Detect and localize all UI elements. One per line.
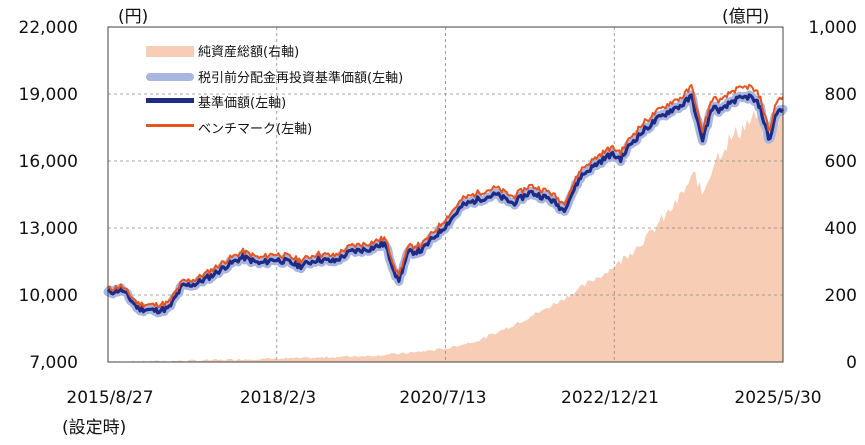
right-tick-label: 0 [846, 353, 857, 373]
axes [107, 26, 784, 363]
x-tick-label: 2015/8/27 [66, 388, 153, 408]
right-tick-label: 200 [825, 286, 857, 306]
legend-swatch-net-assets [146, 46, 194, 57]
legend-swatch-reinvested [146, 73, 194, 81]
left-tick-label: 19,000 [19, 85, 78, 105]
right-axis-unit: (億円) [722, 7, 769, 27]
legend-swatch-benchmark [146, 124, 194, 127]
left-tick-label: 7,000 [29, 353, 78, 373]
left-tick-label: 16,000 [19, 152, 78, 172]
legend-label-benchmark: ベンチマーク(左軸) [198, 122, 312, 137]
left-tick-label: 10,000 [19, 286, 78, 306]
legend-swatch-nav [146, 98, 194, 103]
right-axis-ticks: 0 200 400 600 800 1,000 [808, 18, 857, 373]
left-axis-ticks: 7,000 10,000 13,000 16,000 19,000 22,000 [19, 18, 78, 373]
right-tick-label: 600 [825, 152, 857, 172]
legend-label-reinvested: 税引前分配金再投資基準価額(左軸) [198, 70, 403, 86]
legend-label-nav: 基準価額(左軸) [198, 95, 286, 111]
legend: 純資産総額(右軸) 税引前分配金再投資基準価額(左軸) 基準価額(左軸) ベンチ… [146, 44, 403, 137]
plot-frame [107, 26, 784, 363]
x-axis-ticks: 2015/8/27 2018/2/3 2020/7/13 2022/12/21 2025… [66, 388, 821, 408]
right-tick-label: 800 [825, 85, 857, 105]
x-tick-label: 2022/12/21 [561, 388, 659, 408]
x-tick-note: (設定時) [62, 418, 126, 438]
legend-label-net-assets: 純資産総額(右軸) [198, 44, 299, 60]
right-tick-label: 400 [825, 219, 857, 239]
benchmark-line [107, 83, 784, 309]
series-lines [103, 83, 788, 318]
x-tick-label: 2018/2/3 [240, 388, 316, 408]
left-axis-unit: (円) [118, 7, 148, 27]
nav-line [106, 93, 785, 315]
x-tick-label: 2025/5/30 [734, 388, 821, 408]
right-tick-label: 1,000 [808, 18, 857, 38]
left-tick-label: 22,000 [19, 18, 78, 38]
x-tick-label: 2020/7/13 [399, 388, 486, 408]
left-tick-label: 13,000 [19, 219, 78, 239]
